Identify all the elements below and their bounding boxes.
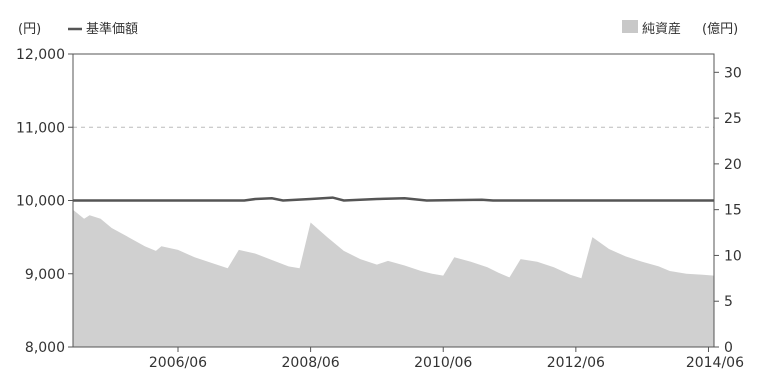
right-tick-label: 0 [724, 340, 733, 356]
right-tick-label: 15 [724, 203, 742, 219]
right-tick-label: 25 [724, 111, 742, 127]
assets-legend-label: 純資産 [642, 21, 681, 37]
right-axis: 0 5 10 15 20 25 30 [714, 65, 742, 356]
x-tick-label: 2014/06 [686, 355, 744, 371]
left-axis-unit: (円) [18, 22, 41, 37]
nav-legend-label: 基準価額 [86, 21, 138, 37]
right-tick-label: 5 [724, 294, 733, 310]
left-tick-label: 8,000 [25, 340, 65, 356]
left-axis: 8,000 9,000 10,000 11,000 12,000 [16, 47, 73, 356]
right-axis-unit: (億円) [702, 21, 738, 37]
net-assets-area [73, 209, 714, 347]
x-tick-label: 2006/06 [149, 355, 207, 371]
x-axis: 2006/06 2008/06 2010/06 2012/06 2014/06 [149, 347, 744, 371]
left-tick-label: 10,000 [16, 194, 65, 210]
left-tick-label: 9,000 [25, 267, 65, 283]
right-tick-label: 20 [724, 157, 742, 173]
nav-line [73, 196, 714, 202]
left-tick-label: 11,000 [16, 120, 65, 136]
left-tick-label: 12,000 [16, 47, 65, 63]
x-tick-label: 2008/06 [282, 355, 340, 371]
right-tick-label: 30 [724, 65, 742, 81]
x-tick-label: 2010/06 [414, 355, 472, 371]
x-tick-label: 2012/06 [547, 355, 605, 371]
plot-area [72, 53, 715, 348]
assets-legend-swatch [622, 20, 638, 33]
right-tick-label: 10 [724, 248, 742, 264]
